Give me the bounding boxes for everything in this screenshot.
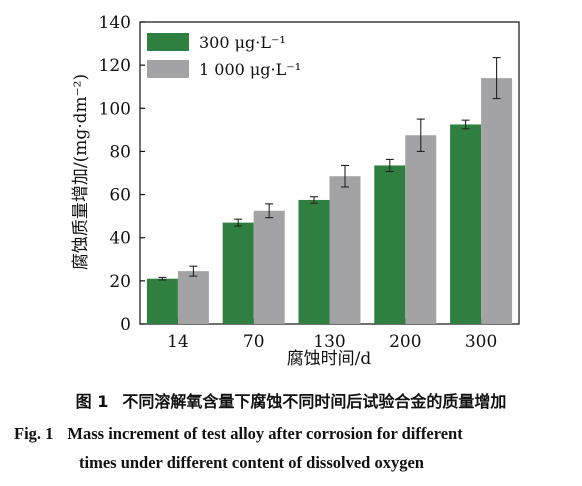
bar-series2 [405, 135, 437, 324]
legend-swatch [147, 60, 189, 78]
legend-swatch [147, 33, 189, 51]
caption-english-label: Fig. 1 [14, 424, 54, 443]
y-tick-label: 20 [109, 272, 131, 292]
bar-series1 [222, 222, 254, 324]
y-tick-label: 0 [120, 315, 131, 335]
bar-series1 [450, 124, 482, 324]
x-tick-label: 300 [465, 332, 497, 352]
caption-english-line2: times under different content of dissolv… [79, 453, 579, 473]
caption-chinese: 图 1 不同溶解氧含量下腐蚀不同时间后试验合金的质量增加 [0, 388, 582, 412]
y-tick-label: 140 [99, 13, 131, 33]
y-tick-label: 60 [109, 186, 131, 206]
y-axis-title: 腐蚀质量增加/(mg·dm⁻²) [71, 74, 91, 270]
x-tick-label: 130 [313, 332, 345, 352]
bar-series1 [146, 278, 178, 324]
caption-english-text-line2: times under different content of dissolv… [79, 453, 424, 472]
bar-series1 [374, 165, 406, 324]
bar-series2 [329, 176, 361, 324]
x-axis-title: 腐蚀时间/d [287, 349, 372, 369]
bar-series2 [253, 210, 285, 324]
legend-label: 1 000 μg·L⁻¹ [199, 60, 301, 79]
x-tick-label: 14 [167, 332, 189, 352]
y-tick-label: 40 [109, 229, 131, 249]
plot-area: 0 20 40 60 80 100 120 140 14 70 130 200 300 300 μg·L⁻… [99, 13, 520, 352]
x-tick-label: 70 [243, 332, 265, 352]
caption-chinese-text: 不同溶解氧含量下腐蚀不同时间后试验合金的质量增加 [122, 392, 507, 411]
x-tick-label: 200 [389, 332, 421, 352]
caption-english-line1: Fig. 1 Mass increment of test alloy after… [14, 424, 582, 444]
caption-english-text-line1: Mass increment of test alloy after corro… [67, 424, 463, 443]
bar-series1 [298, 199, 330, 324]
legend-label: 300 μg·L⁻¹ [199, 33, 286, 52]
caption-chinese-label: 图 1 [75, 392, 109, 411]
bar-series2 [177, 271, 209, 324]
y-tick-label: 120 [99, 56, 131, 76]
y-tick-label: 100 [99, 99, 131, 119]
y-tick-label: 80 [109, 142, 131, 162]
bar-chart: 0 20 40 60 80 100 120 140 14 70 130 200 300 300 μg·L⁻… [71, 13, 520, 369]
bar-series2 [481, 78, 513, 324]
